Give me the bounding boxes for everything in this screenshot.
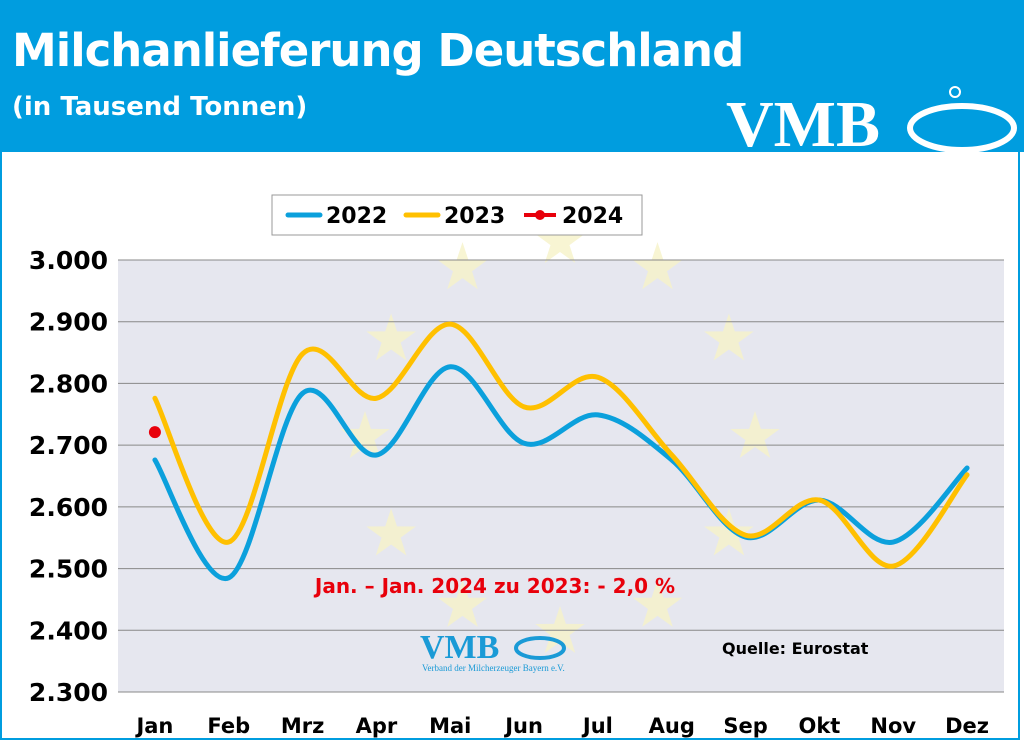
series-2024-point <box>148 426 161 439</box>
star-icon <box>437 579 488 627</box>
star-icon <box>535 216 585 263</box>
header-banner: Milchanlieferung Deutschland (in Tausend… <box>0 0 1024 152</box>
source-text: Quelle: Eurostat <box>722 639 869 658</box>
footer-logo-text: VMB <box>420 629 499 666</box>
star-icon <box>632 579 683 627</box>
page-title: Milchanlieferung Deutschland <box>12 24 744 77</box>
star-icon <box>535 606 585 653</box>
y-tick-label: 2.500 <box>29 555 108 584</box>
x-tick-label: Sep <box>723 714 767 738</box>
y-tick-label: 2.600 <box>29 493 108 522</box>
x-tick-label: Mai <box>429 714 471 738</box>
x-tick-label: Jul <box>581 714 613 738</box>
x-tick-label: Dez <box>945 714 989 738</box>
vmb-logo-text: VMB <box>726 88 880 161</box>
x-tick-label: Okt <box>798 714 840 738</box>
annotation-text: Jan. – Jan. 2024 zu 2023: - 2,0 % <box>313 574 675 598</box>
y-tick-label: 2.900 <box>29 308 108 337</box>
y-tick-label: 3.000 <box>29 246 108 275</box>
page-subtitle: (in Tausend Tonnen) <box>12 92 308 122</box>
legend-box <box>271 194 643 236</box>
logo-moon-icon <box>949 86 961 98</box>
footer-vmb-logo: VMB Verband der Milcherzeuger Bayern e.V… <box>420 629 566 673</box>
vmb-logo: VMB <box>726 86 1017 161</box>
logo-swoosh-icon <box>907 103 1017 153</box>
legend: 2022 2023 2024 <box>271 194 643 236</box>
x-tick-label: Apr <box>356 714 398 738</box>
star-icon <box>632 242 683 290</box>
x-tick-label: Jun <box>503 714 543 738</box>
x-tick-label: Jan <box>134 714 173 738</box>
legend-label: 2024 <box>562 204 623 229</box>
star-icon <box>704 508 754 556</box>
star-icon <box>730 411 780 458</box>
star-icon <box>437 242 488 290</box>
star-icon <box>366 508 416 556</box>
eu-stars-watermark <box>340 216 780 653</box>
x-axis: Jan Feb Mrz Apr Mai Jun Jul Aug Sep Okt Nov Dez <box>134 714 989 738</box>
legend-label: 2022 <box>326 204 387 229</box>
y-tick-label: 2.700 <box>29 431 108 460</box>
y-axis: 2.300 2.400 2.500 2.600 2.700 2.800 2.900 3.000 <box>29 246 108 707</box>
x-tick-label: Nov <box>870 714 916 738</box>
star-icon <box>340 411 390 458</box>
y-tick-label: 2.300 <box>29 678 108 707</box>
y-tick-label: 2.400 <box>29 616 108 645</box>
footer-logo-tagline: Verband der Milcherzeuger Bayern e.V. <box>422 663 565 673</box>
x-tick-label: Feb <box>207 714 250 738</box>
series-2023-line <box>152 321 970 569</box>
legend-label: 2023 <box>444 204 505 229</box>
x-tick-label: Aug <box>649 714 695 738</box>
star-icon <box>704 313 754 361</box>
grid <box>118 259 1004 693</box>
legend-marker <box>535 210 545 220</box>
footer-logo-swoosh-icon <box>514 636 566 660</box>
star-icon <box>366 313 416 361</box>
chart-frame <box>0 152 1020 740</box>
y-tick-label: 2.800 <box>29 369 108 398</box>
x-tick-label: Mrz <box>281 714 324 738</box>
